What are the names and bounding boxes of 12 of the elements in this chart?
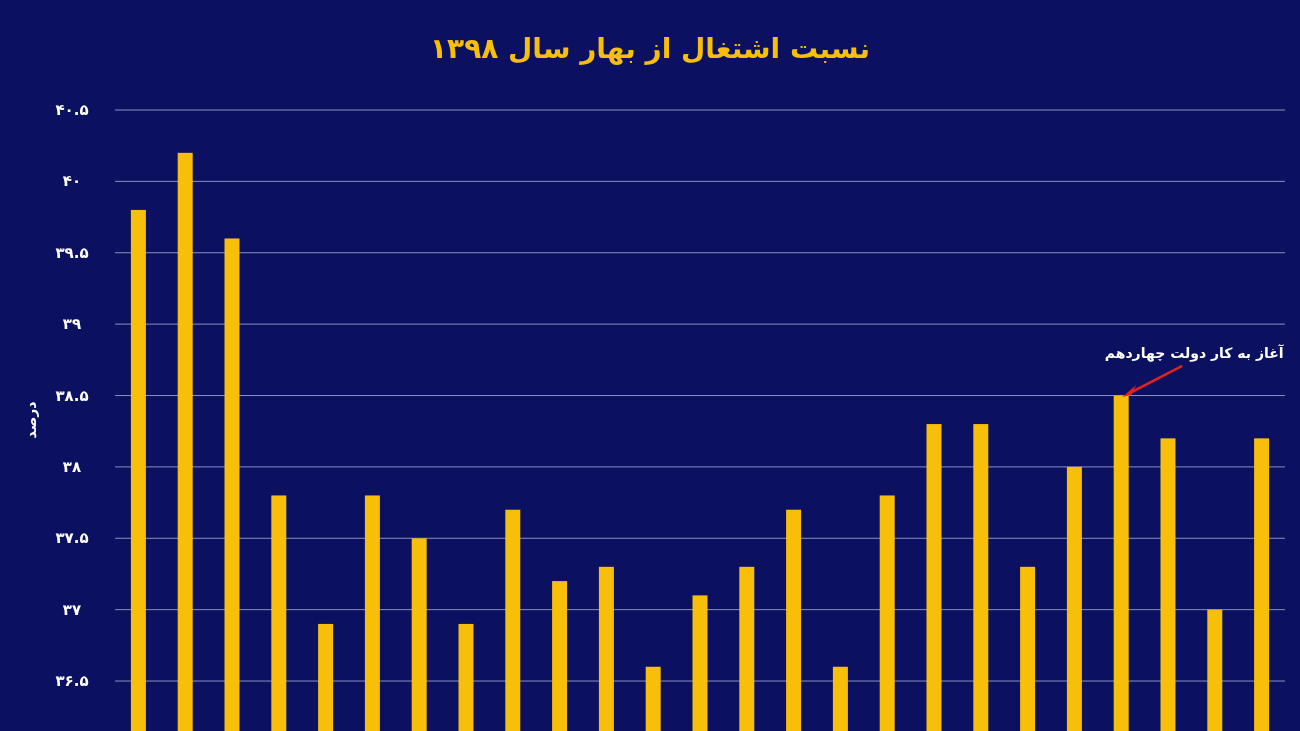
annotation: آغاز به کار دولت چهاردهم — [1104, 343, 1285, 362]
y-tick-label: ۴۰ — [62, 172, 82, 191]
chart-title: نسبت اشتغال از بهار سال ۱۳۹۸ — [429, 32, 871, 65]
y-tick-label: ۳۶.۵ — [55, 672, 89, 691]
y-tick-label: ۳۹.۵ — [55, 243, 89, 262]
y-tick-label: ۴۰.۵ — [55, 101, 89, 119]
y-axis-title: درصد — [23, 401, 39, 439]
y-tick-label: ۳۸.۵ — [55, 386, 89, 405]
y-tick-label: ۳۷ — [62, 600, 82, 619]
y-tick-label: ۳۷.۵ — [55, 529, 89, 548]
y-tick-label: ۳۸ — [62, 457, 82, 476]
y-tick-label: ۳۹ — [62, 315, 82, 334]
